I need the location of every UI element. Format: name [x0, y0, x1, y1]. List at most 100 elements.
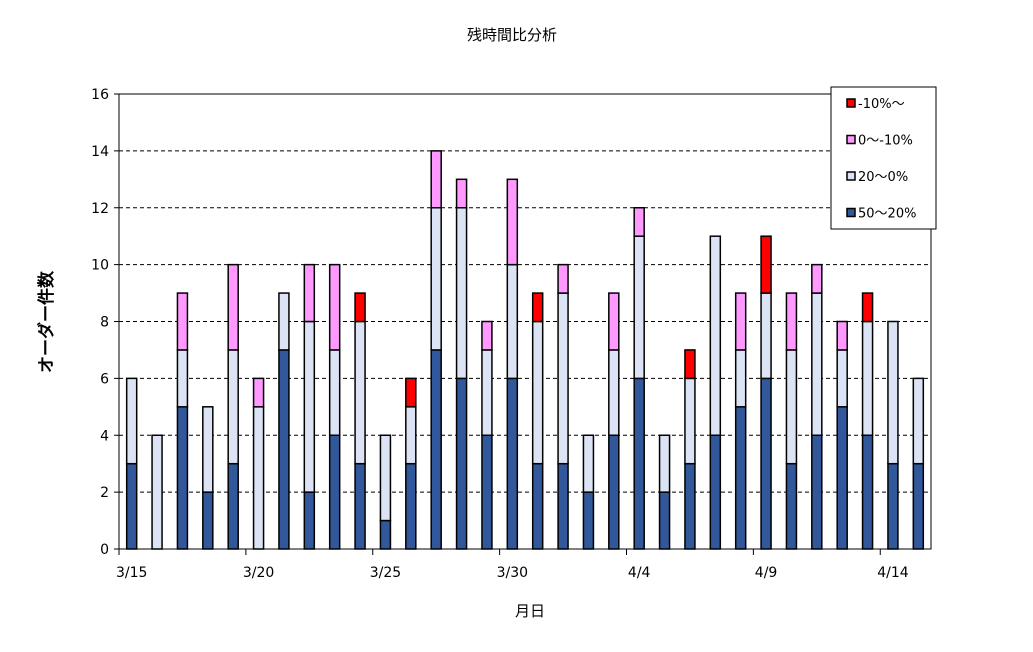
x-tick-label: 4/9 — [755, 565, 778, 581]
bar-segment-4/12-s2 — [836, 320, 848, 351]
bar-segment-4/12-s1 — [836, 349, 848, 408]
bar-segment-4/9-s1 — [760, 292, 772, 380]
bar-segment-3/31-s1 — [531, 320, 544, 465]
bar-segment-3/19-s2 — [227, 263, 239, 351]
y-tick-label: 10 — [91, 258, 109, 274]
bar-segment-3/26-s1 — [405, 406, 417, 465]
bar-segment-4/4-s2 — [633, 207, 645, 237]
x-tick-label: 3/30 — [497, 565, 528, 581]
bar-segment-4/1-s0 — [557, 462, 569, 550]
bar-segment-4/8-s1 — [734, 349, 747, 408]
bar-segment-3/21-s0 — [278, 349, 290, 550]
bar-segment-4/1-s2 — [557, 263, 569, 294]
legend-swatch — [846, 171, 856, 181]
bar-segment-3/27-s0 — [430, 349, 442, 550]
bar-segment-4/2-s0 — [582, 491, 595, 550]
bar-segment-4/14-s1 — [887, 320, 899, 465]
bar-segment-3/23-s0 — [328, 434, 341, 550]
bar-segment-4/3-s0 — [608, 434, 620, 550]
bar-segment-4/10-s1 — [785, 349, 798, 465]
legend-swatch — [846, 134, 856, 145]
bar-segment-3/30-s1 — [506, 263, 519, 380]
plot-area — [118, 93, 932, 550]
bar-segment-3/26-s3 — [405, 377, 417, 408]
bar-segment-3/20-s1 — [252, 406, 265, 550]
bar-segment-3/28-s1 — [455, 207, 468, 380]
bar-segment-3/24-s1 — [354, 320, 366, 465]
bar-segment-4/6-s3 — [684, 349, 696, 380]
bar-segment-4/10-s0 — [785, 462, 798, 550]
y-tick-label: 8 — [100, 315, 109, 331]
bar-segment-4/1-s1 — [557, 292, 569, 465]
bar-segment-4/11-s2 — [811, 263, 823, 294]
y-tick-label: 16 — [91, 87, 109, 103]
bar-segment-3/29-s2 — [481, 320, 493, 351]
bar-segment-3/23-s2 — [328, 263, 341, 351]
legend-label: 20〜0% — [858, 170, 908, 185]
x-tick-label: 4/4 — [628, 565, 651, 581]
bar-segment-4/8-s0 — [734, 406, 747, 550]
bar-segment-3/23-s1 — [328, 349, 341, 436]
bar-segment-3/28-s0 — [455, 377, 468, 550]
bar-segment-3/24-s3 — [354, 292, 366, 323]
legend-label: -10%〜 — [858, 97, 905, 112]
bar-segment-4/14-s0 — [887, 462, 899, 550]
bar-segment-4/6-s1 — [684, 377, 696, 465]
bar-segment-3/18-s0 — [202, 491, 214, 550]
bar-segment-4/3-s1 — [608, 349, 620, 436]
bar-segment-4/13-s1 — [861, 320, 874, 436]
bar-segment-4/5-s1 — [658, 434, 671, 493]
bar-segment-3/27-s1 — [430, 207, 442, 351]
bar-segment-3/20-s2 — [252, 377, 265, 408]
bar-segment-3/16-s1 — [151, 434, 163, 550]
bar-segment-3/25-s0 — [379, 519, 392, 550]
bar-segment-4/11-s0 — [811, 434, 823, 550]
bar-segment-4/12-s0 — [836, 406, 848, 550]
legend: -10%〜 0〜-10% 20〜0% 50〜20% — [830, 86, 937, 230]
bar-segment-4/4-s0 — [633, 377, 645, 550]
legend-box — [830, 86, 937, 230]
bar-segment-3/27-s2 — [430, 150, 442, 209]
bar-segment-3/17-s0 — [176, 406, 189, 550]
bar-segment-4/2-s1 — [582, 434, 595, 493]
bar-segment-4/5-s0 — [658, 491, 671, 550]
bar-segment-4/7-s1 — [709, 235, 722, 436]
bar-segment-3/30-s2 — [506, 178, 519, 266]
y-tick-label: 4 — [100, 428, 109, 444]
bar-segment-3/17-s1 — [176, 349, 189, 408]
bar-segment-3/21-s1 — [278, 292, 290, 351]
y-tick-label: 2 — [100, 485, 109, 501]
y-tick-label: 12 — [91, 201, 109, 217]
legend-swatch — [846, 207, 856, 218]
bar-segment-3/29-s1 — [481, 349, 493, 436]
bar-segment-4/8-s2 — [734, 292, 747, 351]
legend-swatch — [846, 98, 856, 108]
x-axis-label: 月日 — [515, 602, 545, 620]
bar-segment-3/22-s1 — [303, 320, 316, 493]
y-tick-label: 6 — [100, 371, 109, 387]
bar-segment-4/3-s2 — [608, 292, 620, 351]
bar-segment-4/7-s0 — [709, 434, 722, 550]
y-axis-label: オーダー件数 — [36, 270, 57, 373]
bar-segment-3/26-s0 — [405, 462, 417, 550]
bar-segment-3/24-s0 — [354, 462, 366, 550]
chart-title: 残時間比分析 — [467, 26, 557, 44]
bar-segment-3/19-s1 — [227, 349, 239, 465]
bar-segment-3/31-s0 — [531, 462, 544, 550]
bar-segment-3/17-s2 — [176, 292, 189, 351]
bar-segment-3/18-s1 — [202, 406, 214, 493]
bar-segment-3/22-s0 — [303, 491, 316, 550]
bar-segment-4/13-s0 — [861, 434, 874, 550]
bar-segment-4/9-s0 — [760, 377, 772, 550]
bar-segment-4/6-s0 — [684, 462, 696, 550]
bar-segment-3/15-s0 — [125, 462, 138, 550]
bar-segment-4/4-s1 — [633, 235, 645, 380]
bar-segment-4/15-s1 — [912, 377, 925, 465]
bar-segment-3/22-s2 — [303, 263, 316, 323]
x-tick-label: 3/20 — [243, 565, 274, 581]
bar-segment-3/25-s1 — [379, 434, 392, 522]
bar-segment-4/11-s1 — [811, 292, 823, 436]
legend-label: 0〜-10% — [858, 134, 913, 149]
